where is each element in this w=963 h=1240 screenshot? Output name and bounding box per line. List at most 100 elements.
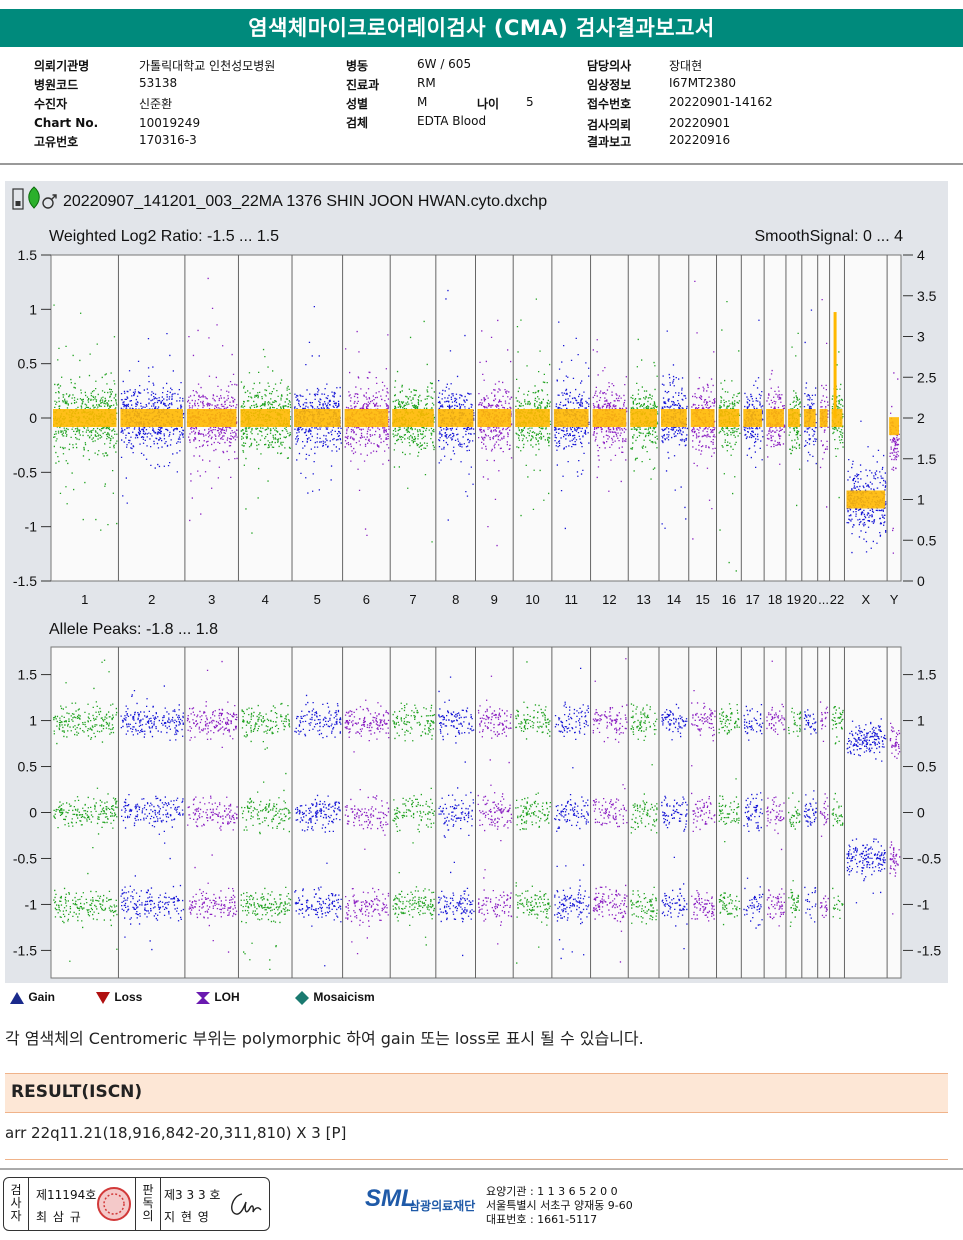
result-divider [5,1159,948,1160]
y-tick-label: -1.5 [13,573,37,589]
smooth-signal-band [803,409,816,427]
smooth-signal-band [592,409,627,427]
y-tick-label: 0 [29,805,37,821]
y-tick-right-label: 4 [917,247,925,263]
chromosome-points-7 [392,320,435,543]
y-tick-label: 1 [29,301,37,317]
legend-mosaicism-label: Mosaicism [313,990,375,1004]
y-tick-right-label: -1.5 [917,942,941,958]
y-tick-right-label: 0 [917,805,925,821]
legend-loh-label: LOH [214,990,240,1004]
y-tick-label: -0.5 [13,850,37,866]
info-value: 가톨릭대학교 인천성모병원 [139,59,276,73]
smooth-signal-band [515,409,550,427]
chromosome-points-3 [186,277,238,522]
chromosome-label: 1 [81,592,88,607]
chromosome-points-16 [718,703,741,926]
sml-logo: SML [365,1185,416,1212]
smooth-signal-band [344,409,389,427]
seal-stamp-icon [97,1187,131,1221]
chromosome-label: 3 [208,592,215,607]
info-value: I67MT2380 [669,76,737,90]
y-tick-right-label: 2 [917,410,925,426]
legend-gain-label: Gain [28,990,56,1004]
chromosome-points-6 [344,330,390,536]
smooth-signal-band [630,409,657,427]
info-value: 170316-3 [139,133,197,147]
chromosome-points-19 [787,332,801,507]
info-label: 진료과 [346,78,380,92]
org-phone: 대표번호 : 1661-5117 [486,1213,598,1226]
chromosome-label: 5 [314,592,321,607]
chromosome-label: 20 [803,592,817,607]
info-value: RM [417,76,436,90]
legend-gain: Gain [9,990,55,1005]
info-divider [0,163,963,165]
y-tick-right-label: 0.5 [917,532,937,548]
y-tick-right-label: 1 [917,492,925,508]
smooth-signal-band [437,409,474,427]
chromosome-points-X [846,420,887,554]
chromosome-label: 11 [564,592,578,607]
data-points [294,694,342,967]
info-label: 검체 [346,116,369,130]
smooth-signal-band [846,490,886,509]
legend-loh: LOH [195,990,240,1005]
info-label: 병동 [346,59,369,73]
chromosome-points-13 [630,338,659,480]
chromosome-points-Y [889,722,901,915]
info-label: 접수번호 [587,97,632,111]
footer-divider [0,1168,963,1170]
y-tick-label: 1.5 [18,667,38,683]
chromosome-points-Y [889,372,900,554]
y-tick-right-label: 2.5 [917,369,937,385]
chromosome-points-5 [294,306,342,494]
info-value: 5 [526,95,534,109]
info-label: 임상정보 [587,78,632,92]
chromosome-points-... [819,299,829,508]
chromosome-points-14 [660,330,688,529]
info-label: 병원코드 [34,78,79,92]
chromosome-points-12 [592,339,628,492]
smooth-signal-band [690,409,715,427]
data-points [788,707,802,927]
data-points [743,704,764,929]
chromosome-label: 13 [636,592,650,607]
smooth-signal-band [53,409,117,427]
smooth-signal-band [660,409,687,427]
chromosome-points-10 [515,661,551,964]
chromosome-label: 15 [695,592,709,607]
chromosome-label: 4 [262,592,269,607]
info-label: 검사의뢰 [587,118,632,132]
chromosome-points-13 [630,703,658,925]
chromosome-points-18 [766,369,786,465]
chromosome-label: 9 [491,592,498,607]
info-value: 20220901 [669,116,731,130]
chromosome-points-22 [831,319,844,499]
file-status-icons [12,186,57,210]
smooth-signal-band [787,409,800,427]
chromosome-label: 18 [768,592,782,607]
y-tick-label: 1.5 [18,247,38,263]
data-points [120,685,184,951]
triangle-down-icon [96,991,110,1004]
male-icon [42,197,54,209]
y-tick-right-label: 0.5 [917,759,937,775]
chromosome-label: 12 [602,592,616,607]
smooth-signal-band [120,409,183,427]
bottom-panel-title: Allele Peaks: -1.8 ... 1.8 [49,621,218,638]
legend-loss-label: Loss [114,990,143,1004]
signer2-name: 지 현 영 [164,1210,210,1224]
info-label: 결과보고 [587,135,632,149]
result-header: RESULT(ISCN) [5,1073,948,1113]
top-panel-right-title: SmoothSignal: 0 ... 4 [754,228,903,245]
chromosome-label: 10 [525,592,539,607]
triangle-up-icon [10,991,24,1004]
chromosome-label: 8 [452,592,459,607]
signature-icon [231,1193,262,1215]
y-tick-right-label: 1.5 [917,667,937,683]
y-tick-label: -1.5 [13,942,37,958]
